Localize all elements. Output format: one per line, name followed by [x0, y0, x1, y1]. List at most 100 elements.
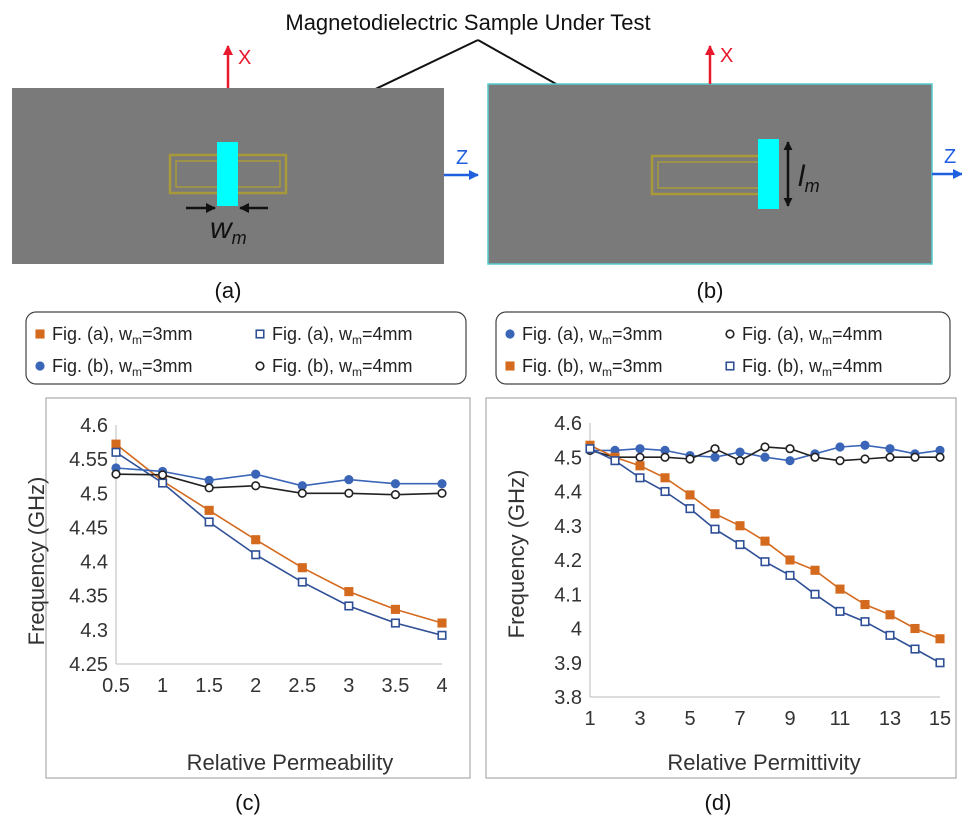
- data-point: [251, 535, 261, 545]
- data-point: [204, 517, 214, 527]
- width-label: wm: [210, 212, 247, 248]
- x-tick-label: 13: [879, 708, 901, 730]
- data-point: [835, 584, 845, 594]
- sample-block-b: [758, 139, 779, 209]
- data-point: [860, 440, 870, 450]
- data-point: [685, 454, 695, 464]
- data-point: [710, 509, 720, 519]
- y-tick-label: 4.4: [554, 482, 582, 504]
- data-point: [344, 601, 354, 611]
- data-point: [660, 486, 670, 497]
- legend-entry: Fig. (a), wm=4mm: [742, 324, 883, 347]
- data-point: [735, 540, 745, 550]
- data-point: [785, 456, 795, 466]
- legend-entry: Fig. (b), wm=4mm: [272, 356, 413, 379]
- z-axis-label-b: Z: [944, 146, 956, 168]
- data-point: [251, 469, 261, 479]
- data-point: [835, 606, 845, 616]
- legend-value: =3mm: [612, 356, 663, 376]
- x-tick-label: 1: [157, 675, 168, 697]
- y-tick-label: 4.3: [80, 620, 108, 642]
- data-point: [437, 618, 447, 628]
- data-point: [810, 589, 820, 599]
- data-point: [390, 618, 400, 628]
- data-point: [860, 599, 870, 610]
- caption-d: (d): [705, 790, 732, 815]
- data-point: [935, 452, 945, 462]
- legend-marker: [35, 361, 45, 371]
- x-tick-label: 3.5: [382, 675, 410, 697]
- data-point: [735, 456, 745, 466]
- plot-frame-c: [45, 397, 471, 779]
- legend-text: Fig. (b), w: [742, 356, 823, 376]
- legend-marker: [725, 361, 735, 371]
- data-point: [390, 604, 400, 614]
- data-point: [635, 461, 645, 471]
- legend-subscript: m: [822, 365, 832, 379]
- data-point: [810, 452, 820, 462]
- data-point: [251, 481, 261, 491]
- data-point: [344, 587, 354, 597]
- legend-subscript: m: [352, 365, 362, 379]
- x-tick-label: 9: [784, 708, 795, 730]
- data-point: [437, 479, 447, 489]
- data-point: [710, 452, 720, 462]
- x-tick-label: 15: [929, 708, 951, 730]
- legend-subscript: m: [822, 333, 832, 347]
- legend-text: Fig. (a), w: [272, 324, 353, 344]
- data-point: [785, 555, 795, 565]
- data-point: [910, 623, 920, 634]
- data-point: [860, 454, 870, 464]
- data-point: [885, 444, 895, 454]
- data-point: [344, 475, 354, 485]
- y-tick-label: 4.2: [554, 550, 582, 572]
- data-point: [735, 447, 745, 457]
- data-point: [437, 630, 447, 640]
- plot-marks-d: 3.83.944.14.24.34.44.54.61 3 5 7 9 11 13 15: [554, 413, 951, 730]
- data-point: [158, 478, 168, 488]
- xlabel-c: Relative Permeability: [187, 750, 394, 775]
- legend-text: Fig. (a), w: [52, 324, 133, 344]
- legend-value: =4mm: [832, 356, 883, 376]
- data-point: [685, 490, 695, 500]
- x-tick-label: 2.5: [288, 675, 316, 697]
- data-point: [297, 488, 307, 498]
- legend-subscript: m: [352, 333, 362, 347]
- data-point: [157, 470, 168, 480]
- legend-entry: Fig. (a), wm=3mm: [52, 324, 193, 347]
- data-point: [390, 479, 401, 489]
- y-tick-label: 4.5: [554, 447, 582, 469]
- legend-subscript: m: [602, 333, 612, 347]
- sample-title: Magnetodielectric Sample Under Test: [285, 10, 650, 35]
- y-tick-label: 4.6: [554, 413, 582, 435]
- legend-entry: Fig. (b), wm=3mm: [522, 356, 663, 379]
- data-point: [935, 658, 945, 668]
- legend-entry: Fig. (b), wm=3mm: [52, 356, 193, 379]
- data-point: [204, 483, 214, 493]
- data-point: [635, 473, 645, 483]
- sample-block-a: [217, 142, 238, 206]
- data-point: [204, 505, 214, 515]
- data-point: [111, 439, 121, 449]
- legend-value: =3mm: [142, 324, 193, 344]
- x-axis-label-a: X: [238, 47, 251, 69]
- x-tick-label: 3: [634, 708, 645, 730]
- legend-value: =3mm: [142, 356, 193, 376]
- data-point: [710, 524, 720, 534]
- data-point: [735, 521, 745, 531]
- data-point: [760, 442, 770, 452]
- data-point: [297, 481, 307, 491]
- data-point: [297, 577, 307, 587]
- legend-subscript: m: [602, 365, 612, 379]
- legend-entry: Fig. (b), wm=4mm: [742, 356, 883, 379]
- y-tick-label: 4.3: [554, 516, 582, 538]
- data-point: [344, 488, 354, 498]
- diagram-area: Magnetodielectric Sample Under Test X Z …: [12, 10, 962, 303]
- legend-value: =4mm: [832, 324, 883, 344]
- series-line-4: [115, 473, 443, 496]
- y-tick-label: 4.5: [80, 483, 108, 505]
